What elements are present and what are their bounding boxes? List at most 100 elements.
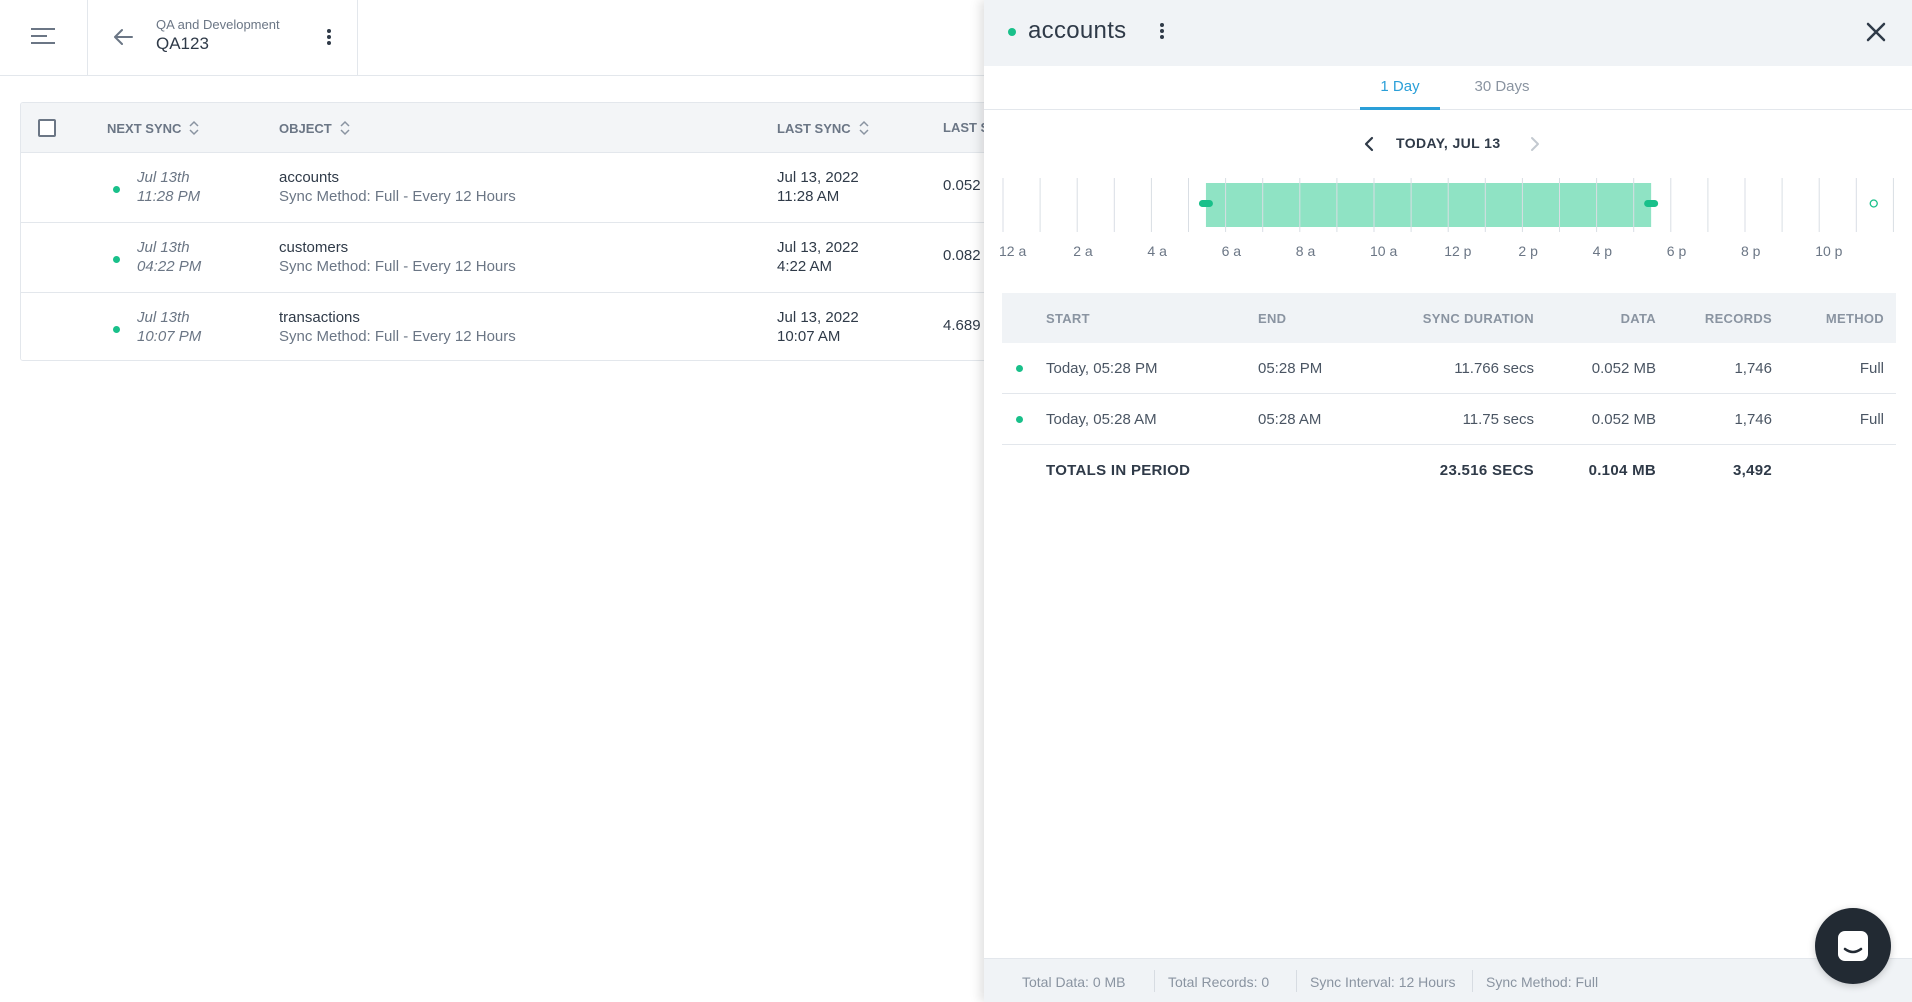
- sort-icon: [189, 120, 199, 136]
- last-sync-time: 10:07 AM: [777, 328, 841, 345]
- totals-row: TOTALS IN PERIOD 23.516 SECS 0.104 MB 3,…: [1002, 445, 1896, 496]
- column-last-sync-label: LAST SYNC: [777, 120, 851, 136]
- column-last-size[interactable]: LAST S: [943, 120, 989, 135]
- close-button[interactable]: [1860, 16, 1892, 48]
- object-name[interactable]: transactions: [279, 309, 360, 326]
- panel-footer: Total Data: 0 MB Total Records: 0 Sync I…: [984, 958, 1912, 1002]
- tab-30-days[interactable]: 30 Days: [1474, 78, 1530, 95]
- sync-row: Today, 05:28 AM 05:28 AM 11.75 secs 0.05…: [1002, 394, 1896, 445]
- timeline-tick-label: 6 p: [1667, 243, 1687, 259]
- sync-data: 0.052 MB: [1591, 360, 1656, 377]
- select-all-checkbox[interactable]: [38, 119, 56, 137]
- status-dot: [113, 326, 120, 333]
- chevron-right-icon: [1531, 137, 1539, 151]
- last-size-cell: 0.082: [943, 247, 981, 264]
- date-navigator: TODAY, JUL 13: [984, 130, 1912, 158]
- status-dot: [113, 256, 120, 263]
- column-sync-duration: SYNC DURATION: [1422, 311, 1534, 326]
- next-sync-date: Jul 13th: [137, 239, 190, 256]
- table-row[interactable]: Jul 13th 04:22 PM customers Sync Method:…: [21, 223, 1099, 293]
- last-sync-time: 11:28 AM: [777, 188, 840, 205]
- last-sync-time: 4:22 AM: [777, 258, 833, 275]
- status-dot: [113, 186, 120, 193]
- sync-start: Today, 05:28 AM: [1046, 411, 1157, 428]
- sync-records: 1,746: [1734, 360, 1772, 377]
- status-dot: [1008, 28, 1016, 36]
- column-last-sync[interactable]: LAST SYNC: [777, 120, 869, 136]
- column-object[interactable]: OBJECT: [279, 120, 350, 136]
- last-sync-cell: Jul 13, 2022 11:28 AM: [777, 168, 859, 206]
- next-sync-time: 04:22 PM: [137, 258, 202, 275]
- column-next-sync[interactable]: NEXT SYNC: [107, 120, 199, 136]
- sort-icon: [859, 120, 869, 136]
- footer-sync-interval: Sync Interval: 12 Hours: [1310, 974, 1456, 990]
- object-cell: accounts Sync Method: Full - Every 12 Ho…: [279, 168, 516, 206]
- last-size-cell: 0.052: [943, 177, 981, 194]
- object-name[interactable]: customers: [279, 239, 349, 256]
- sync-window-bar: [1205, 183, 1652, 227]
- object-cell: transactions Sync Method: Full - Every 1…: [279, 308, 516, 346]
- table-row[interactable]: Jul 13th 11:28 PM accounts Sync Method: …: [21, 153, 1099, 223]
- current-date-label: TODAY, JUL 13: [1396, 135, 1501, 151]
- next-day-button[interactable]: [1524, 133, 1546, 155]
- footer-total-records: Total Records: 0: [1168, 974, 1270, 990]
- sync-end: 05:28 PM: [1258, 360, 1323, 377]
- next-sync-date: Jul 13th: [137, 169, 190, 186]
- menu-icon: [30, 27, 55, 44]
- period-tabs: 1 Day 30 Days: [984, 66, 1912, 110]
- last-sync-date: Jul 13, 2022: [777, 309, 859, 326]
- sync-row: Today, 05:28 PM 05:28 PM 11.766 secs 0.0…: [1002, 343, 1896, 394]
- object-name[interactable]: accounts: [279, 169, 340, 186]
- last-sync-cell: Jul 13, 2022 4:22 AM: [777, 238, 859, 276]
- sync-data: 0.052 MB: [1591, 411, 1656, 428]
- timeline-tick-label: 10 p: [1815, 243, 1842, 259]
- last-size-cell: 4.689: [943, 317, 981, 334]
- sync-timeline: 12 a 2 a 4 a 6 a 8 a 10 a 12 p 2 p 4 p 6 p 8 p 10 p: [999, 178, 1894, 259]
- last-sync-date: Jul 13, 2022: [777, 239, 859, 256]
- column-last-size-label: LAST S: [943, 120, 990, 135]
- sync-point-marker: [1644, 200, 1659, 207]
- back-button[interactable]: [108, 22, 138, 52]
- column-end: END: [1258, 311, 1287, 326]
- table-header: NEXT SYNC OBJECT LAST SYNC LAST S: [21, 103, 1099, 153]
- sync-method: Full: [1859, 411, 1884, 428]
- sync-point-marker: [1198, 200, 1213, 207]
- previous-day-button[interactable]: [1358, 133, 1380, 155]
- chat-icon: [1838, 931, 1868, 961]
- footer-sync-method: Sync Method: Full: [1486, 974, 1599, 990]
- totals-label: TOTALS IN PERIOD: [1046, 462, 1191, 479]
- table-row[interactable]: Jul 13th 10:07 PM transactions Sync Meth…: [21, 293, 1099, 360]
- next-sync-cell: Jul 13th 10:07 PM: [137, 308, 201, 346]
- last-sync-cell: Jul 13, 2022 10:07 AM: [777, 308, 859, 346]
- sort-icon: [340, 120, 350, 136]
- totals-duration: 23.516 SECS: [1439, 462, 1534, 479]
- page-options-button[interactable]: [314, 22, 344, 52]
- next-sync-marker: [1869, 199, 1878, 208]
- timeline-tick-label: 6 a: [1222, 243, 1242, 259]
- sync-method: Full: [1859, 360, 1884, 377]
- timeline-tick-label: 8 p: [1741, 243, 1761, 259]
- column-start: START: [1046, 311, 1090, 326]
- timeline-tick-label: 4 p: [1593, 243, 1613, 259]
- close-icon: [1866, 22, 1886, 42]
- next-sync-time: 11:28 PM: [137, 188, 201, 205]
- timeline-tick-label: 12 p: [1444, 243, 1471, 259]
- sync-detail-panel: accounts 1 Day 30 Days TODAY, JUL 13 12 …: [984, 0, 1912, 1002]
- object-cell: customers Sync Method: Full - Every 12 H…: [279, 238, 516, 276]
- panel-title: accounts: [1028, 17, 1127, 44]
- column-data: DATA: [1620, 311, 1656, 326]
- sync-table-header: START END SYNC DURATION DATA RECORDS MET…: [1002, 293, 1896, 343]
- sync-duration: 11.766 secs: [1454, 360, 1534, 377]
- menu-button[interactable]: [0, 0, 88, 75]
- timeline-tick-label: 12 a: [999, 243, 1026, 259]
- next-sync-date: Jul 13th: [137, 309, 190, 326]
- last-sync-date: Jul 13, 2022: [777, 169, 859, 186]
- panel-header: accounts: [984, 0, 1912, 66]
- chat-launcher-button[interactable]: [1815, 908, 1891, 984]
- panel-options-button[interactable]: [1150, 18, 1174, 44]
- next-sync-time: 10:07 PM: [137, 328, 202, 345]
- chevron-left-icon: [1364, 136, 1374, 152]
- next-sync-cell: Jul 13th 04:22 PM: [137, 238, 201, 276]
- tab-1-day[interactable]: 1 Day: [1360, 78, 1440, 110]
- timeline-tick-label: 10 a: [1370, 243, 1397, 259]
